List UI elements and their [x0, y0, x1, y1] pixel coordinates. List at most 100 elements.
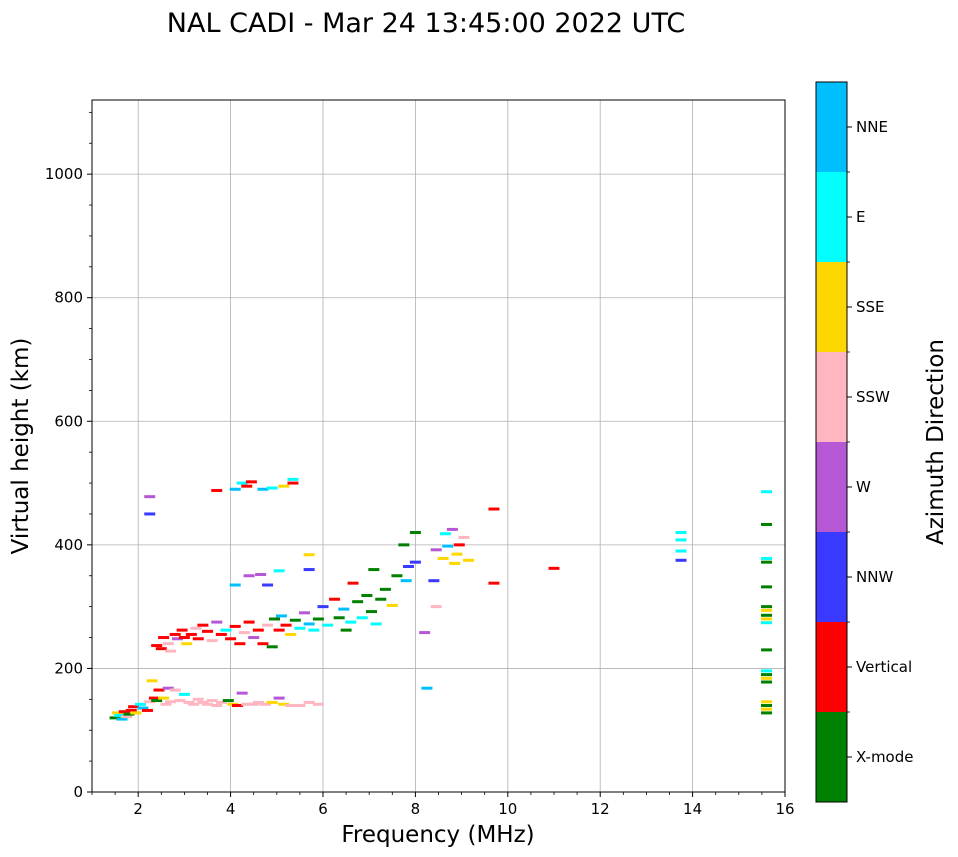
data-point-vertical: [151, 644, 163, 648]
data-point-vertical: [148, 696, 160, 700]
data-point-x-mode: [222, 699, 234, 703]
data-point-e: [135, 702, 147, 706]
data-point-ssw: [121, 715, 133, 719]
data-point-vertical: [232, 704, 244, 707]
data-point-w: [243, 574, 255, 578]
data-point-vertical: [153, 688, 165, 692]
data-point-x-mode: [368, 568, 380, 572]
data-point-sse: [761, 608, 773, 612]
data-point-vertical: [243, 620, 255, 624]
data-point-ssw: [238, 631, 250, 635]
y-tick-label: 400: [54, 536, 83, 554]
data-point-vertical: [329, 597, 341, 601]
data-point-sse: [451, 552, 463, 556]
data-point-e: [345, 620, 357, 624]
data-point-vertical: [225, 637, 237, 641]
data-point-x-mode: [312, 617, 324, 621]
data-point-x-mode: [333, 616, 345, 620]
data-point-nne: [442, 544, 454, 548]
data-point-vertical: [273, 628, 285, 632]
data-point-vertical: [176, 628, 188, 632]
data-point-w: [236, 691, 248, 695]
data-points: [109, 477, 773, 721]
colorbar-tick-label: SSW: [856, 388, 890, 406]
data-point-e: [220, 628, 232, 632]
data-point-vertical: [125, 708, 137, 712]
y-tick-label: 600: [54, 412, 83, 430]
data-point-w: [255, 573, 267, 577]
data-point-x-mode: [268, 617, 280, 621]
data-point-vertical: [488, 507, 500, 511]
data-point-ssw: [294, 704, 306, 707]
data-point-x-mode: [398, 543, 410, 547]
data-point-vertical: [178, 636, 190, 640]
data-point-sse: [278, 702, 290, 706]
data-point-vertical: [155, 647, 167, 651]
data-point-nnw: [675, 558, 687, 562]
data-point-w: [273, 696, 285, 700]
data-point-vertical: [202, 629, 213, 633]
data-point-ssw: [206, 699, 218, 703]
data-point-w: [419, 631, 431, 635]
colorbar-segment-vertical: [816, 622, 847, 712]
data-point-w: [144, 495, 156, 499]
data-point-x-mode: [391, 574, 403, 578]
data-point-x-mode: [761, 613, 773, 617]
data-point-ssw: [303, 700, 315, 704]
data-point-e: [356, 616, 368, 620]
data-point-vertical: [257, 642, 269, 646]
data-point-vertical: [158, 636, 170, 640]
data-point-vertical: [347, 581, 359, 585]
data-point-e: [761, 621, 773, 625]
data-point-ssw: [430, 605, 442, 609]
data-point-sse: [437, 556, 449, 560]
data-point-sse: [761, 707, 773, 711]
data-point-e: [761, 490, 773, 494]
data-point-ssw: [262, 623, 274, 627]
data-point-ssw: [211, 704, 223, 707]
data-point-w: [211, 620, 223, 624]
data-point-vertical: [229, 624, 241, 628]
data-point-sse: [761, 617, 773, 621]
data-point-ssw: [259, 702, 271, 706]
data-point-ssw: [206, 639, 218, 643]
data-point-vertical: [252, 628, 264, 632]
data-point-vertical: [234, 642, 246, 646]
x-tick-label: 4: [226, 800, 236, 818]
y-axis: 0 200 400 600 800 1000: [45, 111, 92, 801]
data-point-nnw: [317, 605, 329, 609]
y-tick-label: 800: [54, 289, 83, 307]
data-point-ssw: [165, 649, 177, 653]
data-point-w: [299, 611, 311, 615]
data-point-x-mode: [266, 645, 278, 649]
data-point-vertical: [280, 623, 292, 627]
data-point-x-mode: [761, 673, 773, 677]
plot-frame: [91, 99, 786, 793]
data-point-x-mode: [340, 628, 352, 632]
data-point-e: [236, 481, 248, 485]
data-point-e: [273, 569, 285, 573]
data-point-e: [370, 622, 382, 626]
data-point-x-mode: [761, 605, 773, 609]
data-point-x-mode: [409, 531, 421, 534]
data-point-sse: [303, 553, 315, 557]
data-point-vertical: [141, 708, 153, 712]
data-point-x-mode: [109, 716, 121, 720]
data-point-ssw: [458, 535, 470, 539]
data-point-nne: [275, 614, 287, 618]
data-point-x-mode: [366, 610, 378, 614]
data-point-ssw: [215, 700, 227, 704]
data-point-sse: [285, 632, 297, 636]
data-point-e: [287, 477, 299, 481]
data-point-ssw: [192, 697, 204, 701]
data-point-x-mode: [761, 711, 773, 715]
data-point-ssw: [197, 700, 209, 704]
data-point-vertical: [215, 632, 227, 636]
colorbar-segment-sse: [816, 262, 847, 352]
data-point-x-mode: [761, 522, 773, 526]
x-tick-label: 8: [411, 800, 421, 818]
data-point-ssw: [248, 702, 260, 706]
data-point-w: [446, 527, 458, 531]
data-point-sse: [111, 711, 123, 715]
data-point-ssw: [285, 704, 297, 707]
